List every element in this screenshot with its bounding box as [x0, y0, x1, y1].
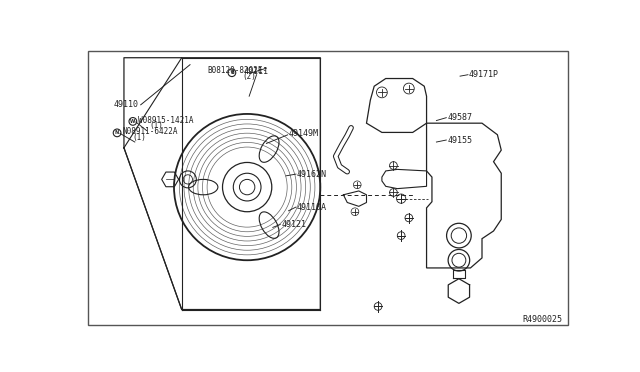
Text: W: W	[130, 119, 136, 124]
Text: 49162N: 49162N	[297, 170, 327, 179]
Text: B: B	[230, 70, 234, 75]
Text: (2): (2)	[242, 72, 256, 81]
Text: W08915-1421A: W08915-1421A	[138, 116, 194, 125]
Text: 49171P: 49171P	[469, 70, 499, 79]
Text: B08120-8202E-: B08120-8202E-	[208, 66, 268, 75]
Text: 49110A: 49110A	[297, 202, 327, 212]
Text: 49111: 49111	[244, 67, 269, 76]
Text: N: N	[115, 130, 119, 135]
Text: N08911-6422A: N08911-6422A	[122, 127, 178, 136]
Text: 49587: 49587	[447, 113, 472, 122]
Text: R4900025: R4900025	[522, 315, 562, 324]
Text: 49155: 49155	[447, 135, 472, 145]
Text: (1): (1)	[132, 133, 146, 142]
Text: 49110: 49110	[113, 100, 138, 109]
Text: (1): (1)	[150, 121, 163, 130]
Text: 49149M: 49149M	[289, 129, 319, 138]
Text: 49121: 49121	[281, 220, 306, 229]
